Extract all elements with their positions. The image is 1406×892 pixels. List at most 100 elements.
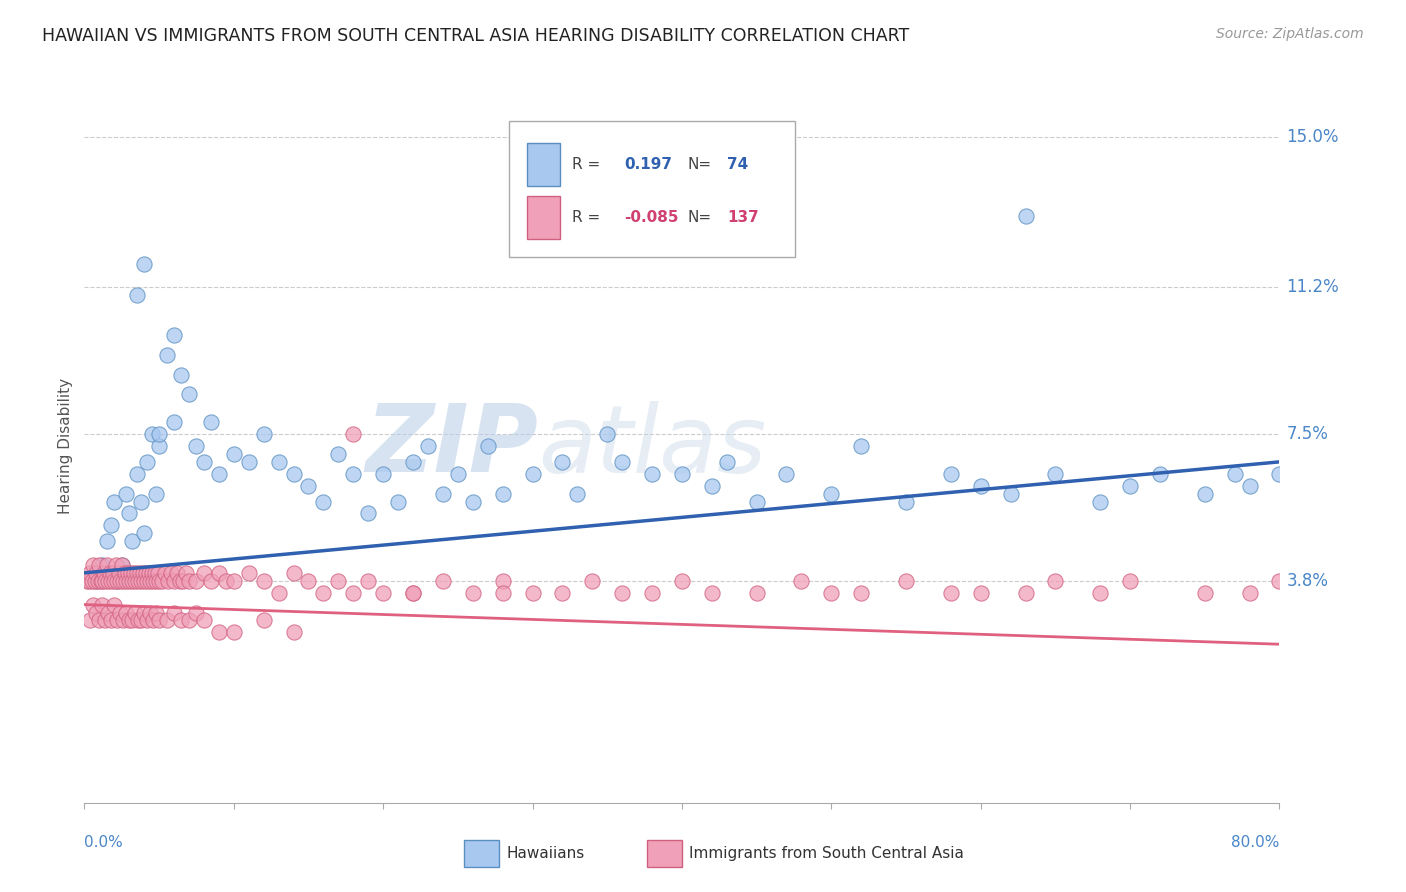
Point xyxy=(447,467,470,481)
Point xyxy=(91,598,114,612)
Point xyxy=(551,585,574,599)
Text: N=: N= xyxy=(688,157,711,171)
Point xyxy=(970,585,993,599)
Point xyxy=(253,574,276,588)
Point xyxy=(357,574,380,588)
Text: atlas: atlas xyxy=(538,401,766,491)
Point xyxy=(96,558,118,572)
Point xyxy=(522,467,544,481)
Point xyxy=(745,585,768,599)
Point xyxy=(111,558,134,572)
Point xyxy=(1194,486,1216,500)
Text: ZIP: ZIP xyxy=(366,400,538,492)
Point xyxy=(283,467,305,481)
Point xyxy=(120,566,142,580)
Point xyxy=(121,534,143,549)
Point xyxy=(820,585,842,599)
Point xyxy=(200,415,222,429)
Point xyxy=(112,574,135,588)
Point xyxy=(131,566,153,580)
Point xyxy=(1014,585,1036,599)
Point xyxy=(186,574,208,588)
Point xyxy=(127,574,149,588)
Point xyxy=(82,598,104,612)
Point xyxy=(143,566,166,580)
Point xyxy=(136,614,159,628)
Point xyxy=(104,558,127,572)
Point xyxy=(103,598,125,612)
Point xyxy=(136,455,159,469)
Point xyxy=(142,574,165,588)
Point xyxy=(671,574,693,588)
Point xyxy=(432,574,454,588)
Point xyxy=(208,566,231,580)
Point xyxy=(1223,467,1246,481)
Point xyxy=(80,574,103,588)
Point xyxy=(136,574,159,588)
Point xyxy=(103,494,125,508)
Point xyxy=(283,566,305,580)
Point xyxy=(125,566,148,580)
Text: Source: ZipAtlas.com: Source: ZipAtlas.com xyxy=(1216,27,1364,41)
Point xyxy=(700,585,723,599)
Point xyxy=(790,574,813,588)
Point xyxy=(141,566,163,580)
Point xyxy=(402,585,425,599)
Point xyxy=(1045,574,1067,588)
Point xyxy=(1088,494,1111,508)
Text: 0.0%: 0.0% xyxy=(84,836,124,850)
Text: 3.8%: 3.8% xyxy=(1286,572,1329,590)
Point xyxy=(641,585,664,599)
Point xyxy=(100,574,122,588)
Text: N=: N= xyxy=(688,211,711,225)
Point xyxy=(90,574,112,588)
Point xyxy=(115,606,138,620)
Point xyxy=(91,574,114,588)
Point xyxy=(94,574,117,588)
Point xyxy=(129,574,152,588)
Text: R =: R = xyxy=(572,157,600,171)
Point xyxy=(132,526,156,541)
Point xyxy=(110,606,132,620)
Point xyxy=(939,585,962,599)
Point xyxy=(492,574,515,588)
Point xyxy=(283,625,305,640)
Point xyxy=(111,558,134,572)
Point xyxy=(1268,467,1291,481)
Point xyxy=(83,574,105,588)
Point xyxy=(135,566,157,580)
Point xyxy=(148,614,170,628)
Text: 7.5%: 7.5% xyxy=(1286,425,1329,443)
Point xyxy=(87,574,110,588)
Point xyxy=(100,614,122,628)
Point xyxy=(122,566,145,580)
Text: Hawaiians: Hawaiians xyxy=(506,847,585,861)
Point xyxy=(970,478,993,492)
Point xyxy=(1194,585,1216,599)
Point xyxy=(177,387,200,401)
Point xyxy=(492,585,515,599)
Point xyxy=(716,455,738,469)
Point xyxy=(86,566,108,580)
Point xyxy=(297,478,319,492)
Point xyxy=(775,467,797,481)
Point xyxy=(129,614,152,628)
Point xyxy=(148,574,170,588)
Point xyxy=(849,439,872,453)
Point xyxy=(267,455,290,469)
Text: 11.2%: 11.2% xyxy=(1286,278,1340,296)
Point xyxy=(1014,209,1036,223)
Point xyxy=(477,439,499,453)
Point xyxy=(141,427,163,442)
Point xyxy=(432,486,454,500)
Point xyxy=(1268,574,1291,588)
Point xyxy=(97,574,120,588)
Point xyxy=(169,574,191,588)
Point xyxy=(163,415,186,429)
Point xyxy=(416,439,439,453)
Point xyxy=(894,494,917,508)
Text: -0.085: -0.085 xyxy=(624,211,679,225)
Point xyxy=(142,614,165,628)
Point xyxy=(132,574,156,588)
Point xyxy=(127,614,149,628)
